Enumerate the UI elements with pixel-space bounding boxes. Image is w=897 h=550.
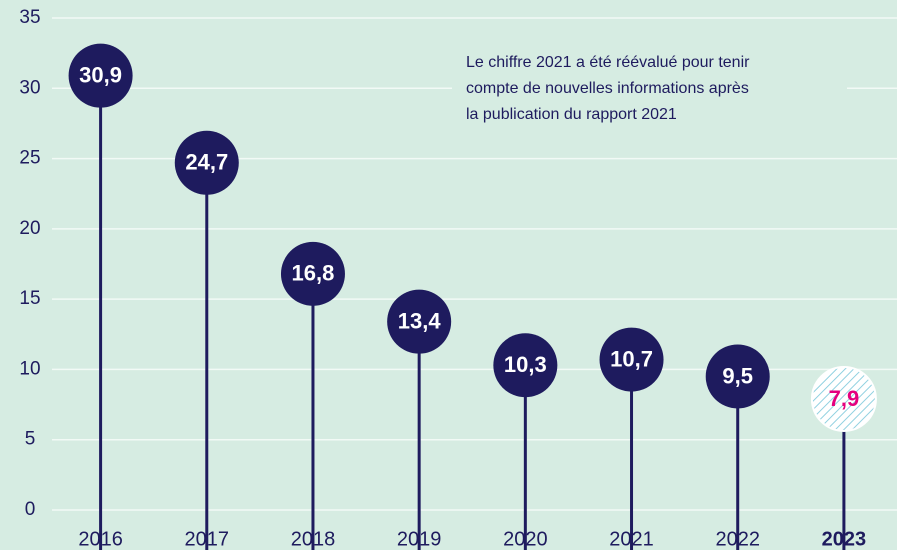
dot <box>810 365 877 432</box>
x-tick-label: 2018 <box>291 528 336 550</box>
y-tick-label: 30 <box>19 77 40 98</box>
value-label: 24,7 <box>185 150 228 175</box>
dot <box>387 289 452 354</box>
y-tick-label: 25 <box>19 148 40 169</box>
dot <box>493 333 558 398</box>
y-tick-label: 10 <box>19 358 40 379</box>
x-tick-label: 2016 <box>78 528 123 550</box>
y-tick-label: 35 <box>19 7 40 28</box>
dot <box>599 327 664 392</box>
dot <box>280 241 345 306</box>
annotation: compte de nouvelles informations après <box>466 80 749 97</box>
x-tick-label: 2017 <box>185 528 230 550</box>
annotation: la publication du rapport 2021 <box>466 106 677 123</box>
y-tick-label: 15 <box>19 288 40 309</box>
value-label: 9,5 <box>722 363 753 388</box>
y-tick-label: 20 <box>19 218 40 239</box>
value-label: 16,8 <box>292 261 335 286</box>
value-label: 7,9 <box>829 386 860 411</box>
x-tick-label: 2023 <box>822 528 867 550</box>
value-label: 10,7 <box>610 346 653 371</box>
x-tick-label: 2022 <box>715 528 760 550</box>
x-tick-label: 2020 <box>503 528 548 550</box>
y-tick-label: 0 <box>25 499 36 520</box>
annotation-box <box>452 45 847 135</box>
x-tick-label: 2019 <box>397 528 442 550</box>
annotation: Le chiffre 2021 a été réévalué pour teni… <box>466 54 750 71</box>
y-tick-label: 5 <box>25 429 36 450</box>
x-tick-label: 2021 <box>609 528 654 550</box>
value-label: 30,9 <box>79 62 122 87</box>
value-label: 10,3 <box>504 352 547 377</box>
dot <box>174 130 239 195</box>
dot <box>68 43 133 108</box>
value-label: 13,4 <box>398 308 442 333</box>
dot <box>705 344 770 409</box>
